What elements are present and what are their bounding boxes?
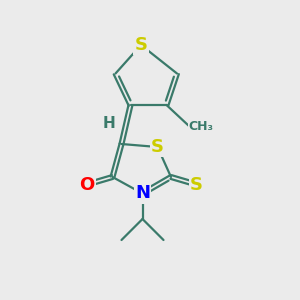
Text: S: S [151,138,164,156]
Text: CH₃: CH₃ [188,119,214,133]
Text: S: S [190,176,203,194]
Text: H: H [103,116,116,130]
Text: N: N [135,184,150,202]
Text: S: S [134,36,148,54]
Text: O: O [80,176,94,194]
